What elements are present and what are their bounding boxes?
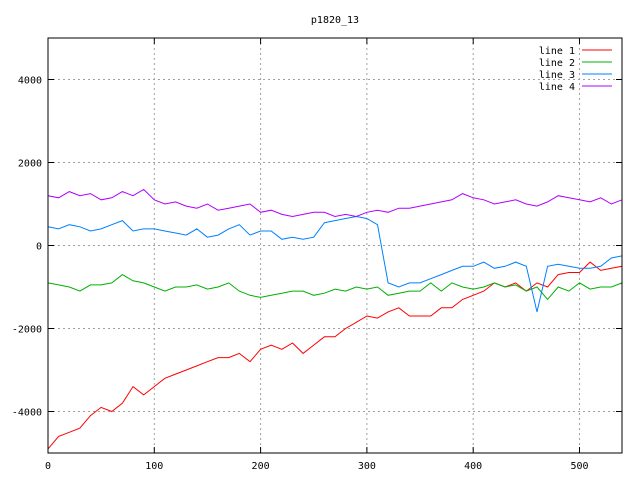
x-tick-label: 200	[252, 461, 270, 472]
legend-label-3: line 3	[539, 70, 575, 81]
y-tick-label: -2000	[12, 325, 42, 336]
x-tick-label: 500	[570, 461, 588, 472]
y-tick-label: 4000	[18, 76, 42, 87]
x-tick-label: 100	[145, 461, 163, 472]
x-tick-label: 0	[45, 461, 51, 472]
x-tick-label: 400	[464, 461, 482, 472]
x-tick-label: 300	[358, 461, 376, 472]
y-tick-label: -4000	[12, 408, 42, 419]
series-line-1	[47, 251, 623, 450]
series-layer	[47, 188, 623, 450]
legend-label-4: line 4	[539, 82, 575, 93]
series-line-4	[47, 188, 623, 218]
series-line-3	[47, 215, 623, 313]
chart-title: p1820_13	[311, 15, 359, 26]
y-tick-label: 2000	[18, 159, 42, 170]
legend-label-1: line 1	[539, 46, 575, 57]
series-line-2	[47, 273, 623, 301]
axes: 0 100 200 300 400 500 -4000 -2000 0 2000 4000	[12, 38, 622, 472]
grid	[47, 38, 622, 453]
y-tick-label: 0	[36, 242, 42, 253]
legend-label-2: line 2	[539, 58, 575, 69]
